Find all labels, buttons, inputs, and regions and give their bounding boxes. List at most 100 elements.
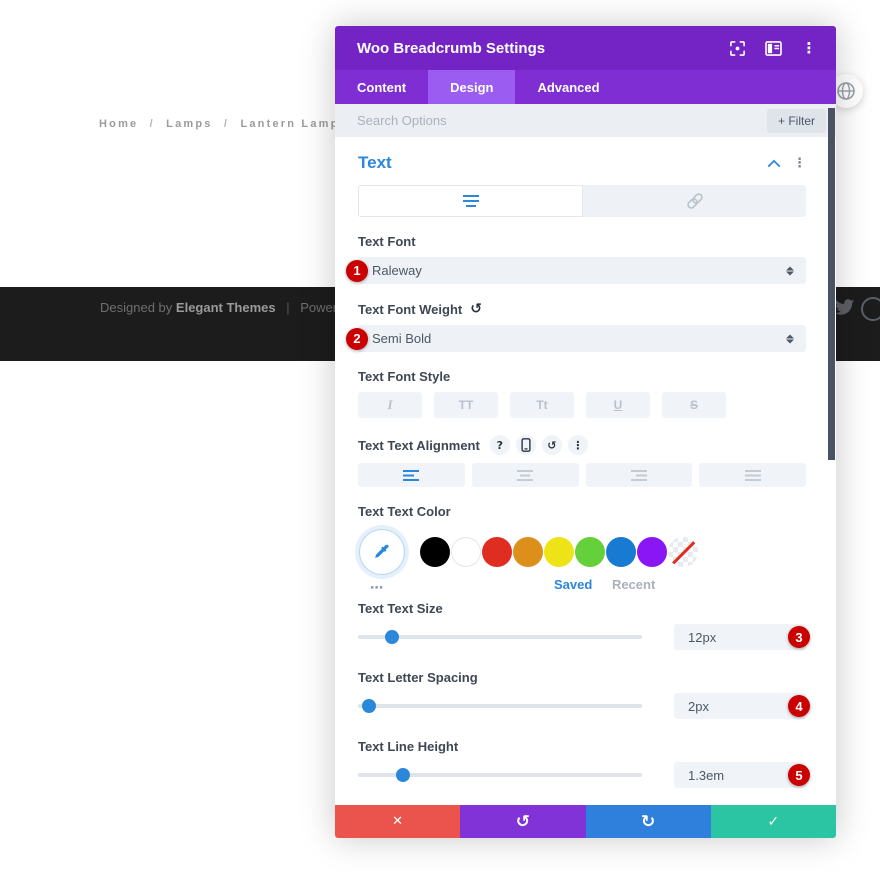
focus-mode-icon[interactable] — [728, 39, 746, 57]
subtab-text[interactable] — [358, 185, 583, 217]
italic-button[interactable]: I — [358, 392, 422, 418]
text-font-weight-select[interactable]: 2 Semi Bold — [346, 325, 806, 352]
kebab-menu-icon[interactable]: ⋮ — [801, 39, 817, 57]
kebab-menu-icon[interactable]: ⋮ — [567, 435, 588, 455]
redo-button[interactable]: ↻ — [585, 805, 711, 838]
step-badge-3: 3 — [788, 626, 810, 648]
footer-divider: | — [286, 300, 290, 315]
social-icon-partial[interactable] — [861, 297, 880, 321]
line-height-input[interactable]: 1.3em 5 — [674, 762, 810, 788]
select-arrows-icon — [786, 266, 794, 275]
breadcrumb-separator: / — [149, 118, 155, 130]
color-swatches — [420, 537, 698, 567]
swatch-white[interactable] — [451, 537, 481, 567]
letter-spacing-slider[interactable] — [358, 699, 642, 713]
tab-advanced[interactable]: Advanced — [537, 79, 600, 95]
modal-header[interactable]: Woo Breadcrumb Settings ⋮ — [335, 26, 836, 70]
eyedropper-icon — [375, 544, 389, 558]
discard-button[interactable]: ✕ — [335, 805, 461, 838]
text-alignment-label: Text Text Alignment — [358, 437, 480, 453]
underline-button[interactable]: U — [586, 392, 650, 418]
text-font-value: Raleway — [372, 263, 422, 278]
line-height-label: Text Line Height — [358, 739, 459, 754]
text-font-label: Text Font — [358, 234, 416, 249]
link-icon — [686, 193, 703, 209]
breadcrumb-item-lamps[interactable]: Lamps — [166, 118, 213, 130]
color-picker: ⋯ Saved Recent — [355, 525, 806, 596]
reset-icon[interactable]: ↺ — [541, 435, 562, 455]
letter-spacing-input[interactable]: 2px 4 — [674, 693, 810, 719]
letter-spacing-slider-handle[interactable] — [362, 699, 377, 713]
modal-title: Woo Breadcrumb Settings — [357, 39, 546, 57]
swatch-purple[interactable] — [637, 537, 667, 567]
footer-brand-link[interactable]: Elegant Themes — [175, 300, 276, 315]
design-options-panel: Text ⋮ — [335, 137, 836, 805]
chevron-up-icon[interactable] — [767, 159, 781, 168]
text-font-select[interactable]: 1 Raleway — [346, 257, 806, 284]
strikethrough-button[interactable]: S — [662, 392, 726, 418]
text-link-subtabs — [358, 185, 806, 217]
text-font-weight-label: Text Font Weight — [358, 301, 463, 317]
eyedropper-button[interactable] — [360, 530, 404, 574]
breadcrumb: Home / Lamps / Lantern Lamp — [99, 118, 340, 130]
responsive-phone-icon[interactable] — [515, 435, 536, 455]
search-options-input[interactable] — [357, 113, 767, 128]
reset-icon[interactable]: ↺ — [470, 301, 482, 317]
swatch-blue[interactable] — [606, 537, 636, 567]
line-height-value: 1.3em — [688, 767, 725, 783]
align-center-button[interactable] — [471, 463, 579, 487]
undo-button[interactable]: ↺ — [460, 805, 586, 838]
text-size-input[interactable]: 12px 3 — [674, 624, 810, 650]
align-right-button[interactable] — [585, 463, 693, 487]
twitter-icon[interactable] — [835, 299, 854, 315]
swatch-yellow[interactable] — [544, 537, 574, 567]
line-height-slider[interactable] — [358, 768, 642, 782]
text-font-style-label: Text Font Style — [358, 369, 451, 384]
save-button[interactable]: ✓ — [710, 805, 836, 838]
text-font-weight-value: Semi Bold — [372, 331, 432, 346]
footer-credits: Designed by Elegant Themes | Powered by — [100, 300, 369, 315]
swatch-orange[interactable] — [513, 537, 543, 567]
step-badge-5: 5 — [788, 764, 810, 786]
text-color-label: Text Text Color — [358, 504, 451, 519]
tab-design[interactable]: Design — [428, 70, 516, 104]
check-icon: ✓ — [767, 813, 780, 830]
recent-colors-tab[interactable]: Recent — [611, 577, 656, 592]
line-height-slider-handle[interactable] — [396, 768, 411, 782]
align-justify-button[interactable] — [699, 463, 806, 487]
layout-panel-icon[interactable] — [764, 39, 782, 57]
capitalize-button[interactable]: Tt — [510, 392, 574, 418]
swatch-red[interactable] — [482, 537, 512, 567]
help-icon[interactable]: ? — [489, 435, 510, 455]
align-left-button[interactable] — [358, 463, 465, 487]
eyedropper-ring — [355, 525, 409, 579]
text-size-value: 12px — [688, 629, 717, 645]
breadcrumb-item-home[interactable]: Home — [99, 118, 139, 130]
letter-spacing-value: 2px — [688, 698, 709, 714]
text-size-slider-handle[interactable] — [385, 630, 400, 644]
section-kebab-icon[interactable]: ⋮ — [793, 155, 806, 171]
swatch-black[interactable] — [420, 537, 450, 567]
tab-content[interactable]: Content — [357, 79, 407, 95]
section-title-text[interactable]: Text — [358, 153, 392, 172]
modal-scrollbar[interactable] — [828, 108, 835, 460]
step-badge-4: 4 — [788, 695, 810, 717]
text-size-label: Text Text Size — [358, 601, 443, 616]
more-options-dots-icon[interactable]: ⋯ — [370, 581, 384, 596]
redo-icon: ↻ — [641, 811, 656, 832]
filter-button[interactable]: + Filter — [766, 108, 826, 133]
subtab-link[interactable] — [583, 185, 806, 217]
breadcrumb-separator: / — [223, 118, 230, 130]
uppercase-button[interactable]: TT — [434, 392, 498, 418]
breadcrumb-item-current: Lantern Lamp — [240, 118, 340, 130]
swatch-green[interactable] — [575, 537, 605, 567]
search-options-bar: + Filter — [335, 104, 836, 137]
undo-icon: ↺ — [515, 811, 530, 832]
text-lines-icon — [462, 195, 479, 207]
close-icon: ✕ — [392, 814, 404, 829]
swatch-no-color[interactable] — [668, 537, 698, 567]
saved-colors-tab[interactable]: Saved — [554, 577, 593, 592]
step-badge-1: 1 — [346, 259, 368, 282]
text-size-slider[interactable] — [358, 630, 642, 644]
